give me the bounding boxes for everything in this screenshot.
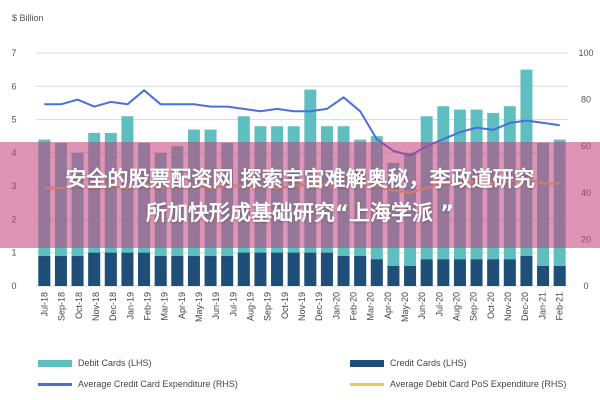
credit-card-bar [38,256,51,286]
x-tick-label: Nov-19 [297,292,307,321]
credit-card-bar [404,266,417,286]
x-tick-label: Jul-19 [228,292,238,317]
credit-card-bar [520,256,533,286]
credit-card-bar [320,252,333,286]
credit-card-bar [88,252,101,286]
credit-card-bar [387,266,400,286]
x-tick-label: Dec-18 [108,292,118,321]
y-left-tick-label: 7 [11,48,16,58]
x-tick-label: Dec-19 [314,292,324,321]
credit-card-bars [38,252,566,286]
credit-card-bar [54,256,67,286]
legend-label-debit-pos-expenditure: Average Debit Card PoS Expenditure (RHS) [390,379,567,389]
credit-card-bar [71,256,84,286]
y-left-tick-label: 5 [11,115,16,125]
credit-card-bar [354,256,367,286]
y-right-tick-label: 80 [581,95,591,105]
x-tick-label: Nov-20 [503,292,513,321]
x-tick-label: Oct-20 [486,292,496,319]
legend-item-debit-cards: Debit Cards (LHS) [38,358,152,368]
x-tick-label: Sep-18 [57,292,67,321]
credit-card-bar [287,252,300,286]
overlay-headline: 安全的股票配资网 探索宇宙难解奥秘，李政道研究 所加快形成基础研究“上海学派 ” [0,162,600,230]
x-tick-label: Aug-20 [452,292,462,321]
x-tick-label: Jul-18 [40,292,50,317]
credit-card-bar [121,252,134,286]
chart-legend: Debit Cards (LHS) Credit Cards (LHS) Ave… [38,358,598,398]
credit-card-bar [370,259,383,286]
credit-card-bar [204,256,217,286]
x-tick-label: Oct-18 [74,292,84,319]
credit-card-bar [271,252,284,286]
credit-card-bar [503,259,516,286]
y-left-tick-label: 0 [11,281,16,291]
credit-card-bar [537,266,550,286]
x-tick-label: Oct-19 [280,292,290,319]
credit-card-bar [221,256,234,286]
credit-card-bar [420,259,433,286]
credit-card-bar [104,252,117,286]
legend-item-debit-pos-expenditure: Average Debit Card PoS Expenditure (RHS) [350,379,566,389]
y-left-axis-label: $ Billion [12,13,44,23]
legend-swatch-credit-expenditure [38,382,72,386]
legend-swatch-debit-pos-expenditure [350,382,384,386]
legend-label-credit-cards: Credit Cards (LHS) [390,358,467,368]
credit-expenditure-line [44,89,560,157]
credit-expenditure-path [44,89,560,157]
credit-card-bar [470,259,483,286]
x-tick-label: Jan-19 [125,292,135,320]
overlay-headline-line-2: 所加快形成基础研究“上海学派 ” [146,201,454,225]
y-left-tick-label: 6 [11,81,16,91]
x-tick-label: Jan-21 [537,292,547,320]
x-tick-label: Jan-20 [331,292,341,320]
x-tick-label: Sep-19 [263,292,273,321]
x-tick-label: Nov-18 [91,292,101,321]
credit-card-bar [171,256,184,286]
credit-card-bar [553,266,566,286]
legend-swatch-debit-cards [38,359,72,367]
credit-card-bar [453,259,466,286]
legend-item-credit-cards: Credit Cards (LHS) [350,358,467,368]
credit-card-bar [154,256,167,286]
credit-card-bar [187,256,200,286]
x-tick-label: Feb-20 [349,292,359,321]
x-axis-ticks: Jul-18 Sep-18 Oct-18 Nov-18 Dec-18 Jan-19 Feb-… [40,292,565,322]
x-tick-label: Sep-20 [469,292,479,321]
x-tick-label: Feb-21 [554,292,564,321]
x-tick-label: Apr-19 [177,292,187,319]
x-tick-label: Mar-19 [160,292,170,321]
credit-card-bar [254,252,267,286]
x-tick-label: Mar-20 [366,292,376,321]
y-right-tick-label: 0 [583,281,588,291]
x-tick-label: Jul-20 [434,292,444,317]
legend-swatch-credit-cards [350,359,384,367]
credit-card-bar [337,256,350,286]
x-tick-label: Apr-20 [383,292,393,319]
overlay-banner [0,142,600,248]
x-tick-label: Jun-19 [211,292,221,320]
y-right-tick-label: 100 [578,48,593,58]
legend-label-credit-expenditure: Average Credit Card Expenditure (RHS) [78,379,238,389]
overlay-headline-line-1: 安全的股票配资网 探索宇宙难解奥秘，李政道研究 [65,167,535,191]
x-tick-label: Dec-20 [520,292,530,321]
y-left-tick-label: 1 [11,248,16,258]
x-tick-label: Jun-20 [417,292,427,320]
credit-card-bar [237,252,250,286]
x-tick-label: May-19 [194,292,204,322]
legend-item-credit-expenditure: Average Credit Card Expenditure (RHS) [38,379,238,389]
credit-card-bar [437,259,450,286]
x-tick-label: May-20 [400,292,410,322]
legend-label-debit-cards: Debit Cards (LHS) [78,358,152,368]
x-tick-label: Aug-19 [246,292,256,321]
credit-card-bar [138,252,151,286]
credit-card-bar [304,252,317,286]
x-tick-label: Feb-19 [143,292,153,321]
credit-card-bar [487,259,500,286]
